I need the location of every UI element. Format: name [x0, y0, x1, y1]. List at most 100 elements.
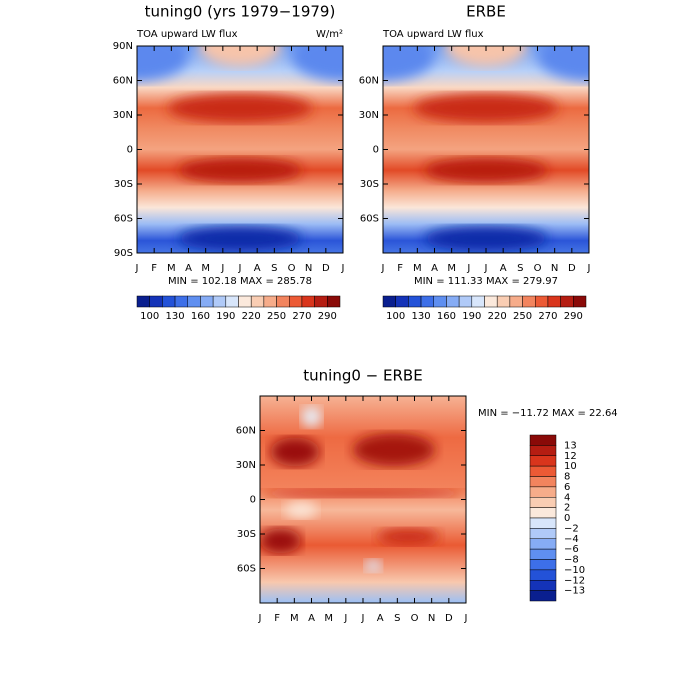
x-tick-label: J [220, 263, 224, 274]
x-tick-label: A [185, 263, 192, 274]
x-tick-label: J [381, 263, 385, 274]
colorbar-box [529, 465, 557, 477]
field-feature [178, 226, 302, 251]
colorbar-box [149, 295, 163, 308]
colorbar-box [276, 295, 290, 308]
colorbar-label: 10 [564, 461, 577, 472]
colorbar-box [522, 295, 536, 308]
colorbar-box [238, 295, 252, 308]
colorbar-box [529, 569, 557, 581]
colorbar-box [162, 295, 176, 308]
colorbar-label: 6 [564, 482, 570, 493]
colorbar-box [395, 295, 409, 308]
contour-field [137, 46, 343, 253]
field-feature [444, 46, 528, 67]
colorbar-box [529, 434, 557, 446]
colorbar-box [529, 455, 557, 467]
y-tick-label: 60N [113, 76, 133, 87]
colorbar-label: −4 [564, 534, 579, 545]
colorbar-box [225, 295, 239, 308]
colorbar-box [560, 295, 574, 308]
x-tick-label: A [254, 263, 261, 274]
colorbar-box [484, 295, 498, 308]
y-tick-label: 60S [360, 214, 379, 225]
colorbar-label: 270 [292, 311, 311, 322]
colorbar-box [529, 507, 557, 519]
colorbar-label: −6 [564, 544, 579, 555]
y-tick-label: 60S [237, 564, 256, 575]
stats: MIN = 102.18 MAX = 285.78 [168, 276, 312, 287]
field-feature [291, 46, 343, 82]
y-tick-label: 30N [359, 110, 379, 121]
colorbar-box [446, 295, 460, 308]
x-tick-label: F [151, 263, 157, 274]
colorbar-box [529, 517, 557, 529]
colorbar-label: 270 [538, 311, 557, 322]
x-tick-label: F [397, 263, 403, 274]
colorbar-label: −12 [564, 575, 585, 586]
colorbar-box [496, 295, 511, 308]
x-tick-label: A [377, 613, 384, 624]
x-tick-label: M [324, 613, 333, 624]
colorbar-label: 290 [318, 311, 337, 322]
colorbar-label: 8 [564, 472, 570, 483]
field-feature [198, 46, 282, 67]
colorbar-box [187, 295, 201, 308]
chart-title: ERBE [466, 3, 506, 21]
colorbar-box [263, 295, 277, 308]
colorbar-box [136, 295, 150, 308]
y-tick-label: 60N [236, 426, 256, 437]
y-tick-label: 0 [373, 145, 379, 156]
field-feature [270, 437, 320, 467]
field-feature [424, 226, 548, 251]
colorbar-label: 160 [191, 311, 210, 322]
x-tick-label: S [271, 263, 277, 274]
x-tick-label: N [551, 263, 558, 274]
colorbar-box [200, 295, 214, 308]
x-tick-label: O [411, 613, 419, 624]
field-feature [424, 157, 548, 183]
colorbar-label: 100 [140, 311, 159, 322]
colorbar-label: 100 [386, 311, 405, 322]
colorbar-box [382, 295, 396, 308]
colorbar-box [289, 295, 303, 308]
colorbar-label: 220 [488, 311, 507, 322]
field-background [137, 46, 343, 253]
colorbar-label: 220 [242, 311, 261, 322]
field-feature [284, 501, 318, 519]
colorbar-box [573, 295, 587, 308]
colorbar-box [301, 295, 315, 308]
y-tick-label: 60S [114, 214, 133, 225]
colorbar-box [408, 295, 422, 308]
colorbar-box [174, 295, 188, 308]
colorbar-box [547, 295, 561, 308]
field-feature [537, 46, 589, 82]
colorbar-label: 290 [564, 311, 583, 322]
x-tick-label: O [288, 263, 296, 274]
x-tick-label: S [394, 613, 400, 624]
x-tick-label: J [135, 263, 139, 274]
field-feature [383, 46, 435, 82]
stats: MIN = 111.33 MAX = 279.97 [414, 276, 558, 287]
x-tick-label: M [201, 263, 210, 274]
x-tick-label: S [517, 263, 523, 274]
x-tick-label: J [341, 263, 345, 274]
chart-subtitle: TOA upward LW flux [382, 29, 484, 40]
x-tick-label: F [274, 613, 280, 624]
colorbar-label: 4 [564, 492, 570, 503]
colorbar-label: −10 [564, 565, 585, 576]
colorbar-label: 250 [513, 311, 532, 322]
colorbar-box [458, 295, 473, 308]
field-feature [377, 528, 440, 546]
x-tick-label: M [447, 263, 456, 274]
x-tick-label: J [466, 263, 470, 274]
y-tick-label: 60N [359, 76, 379, 87]
colorbar-label: 130 [166, 311, 185, 322]
contour-field [260, 396, 466, 603]
colorbar-label: 190 [462, 311, 481, 322]
y-tick-label: 90S [114, 248, 133, 259]
colorbar-box [509, 295, 523, 308]
x-tick-label: J [361, 613, 365, 624]
y-tick-label: 30S [114, 179, 133, 190]
